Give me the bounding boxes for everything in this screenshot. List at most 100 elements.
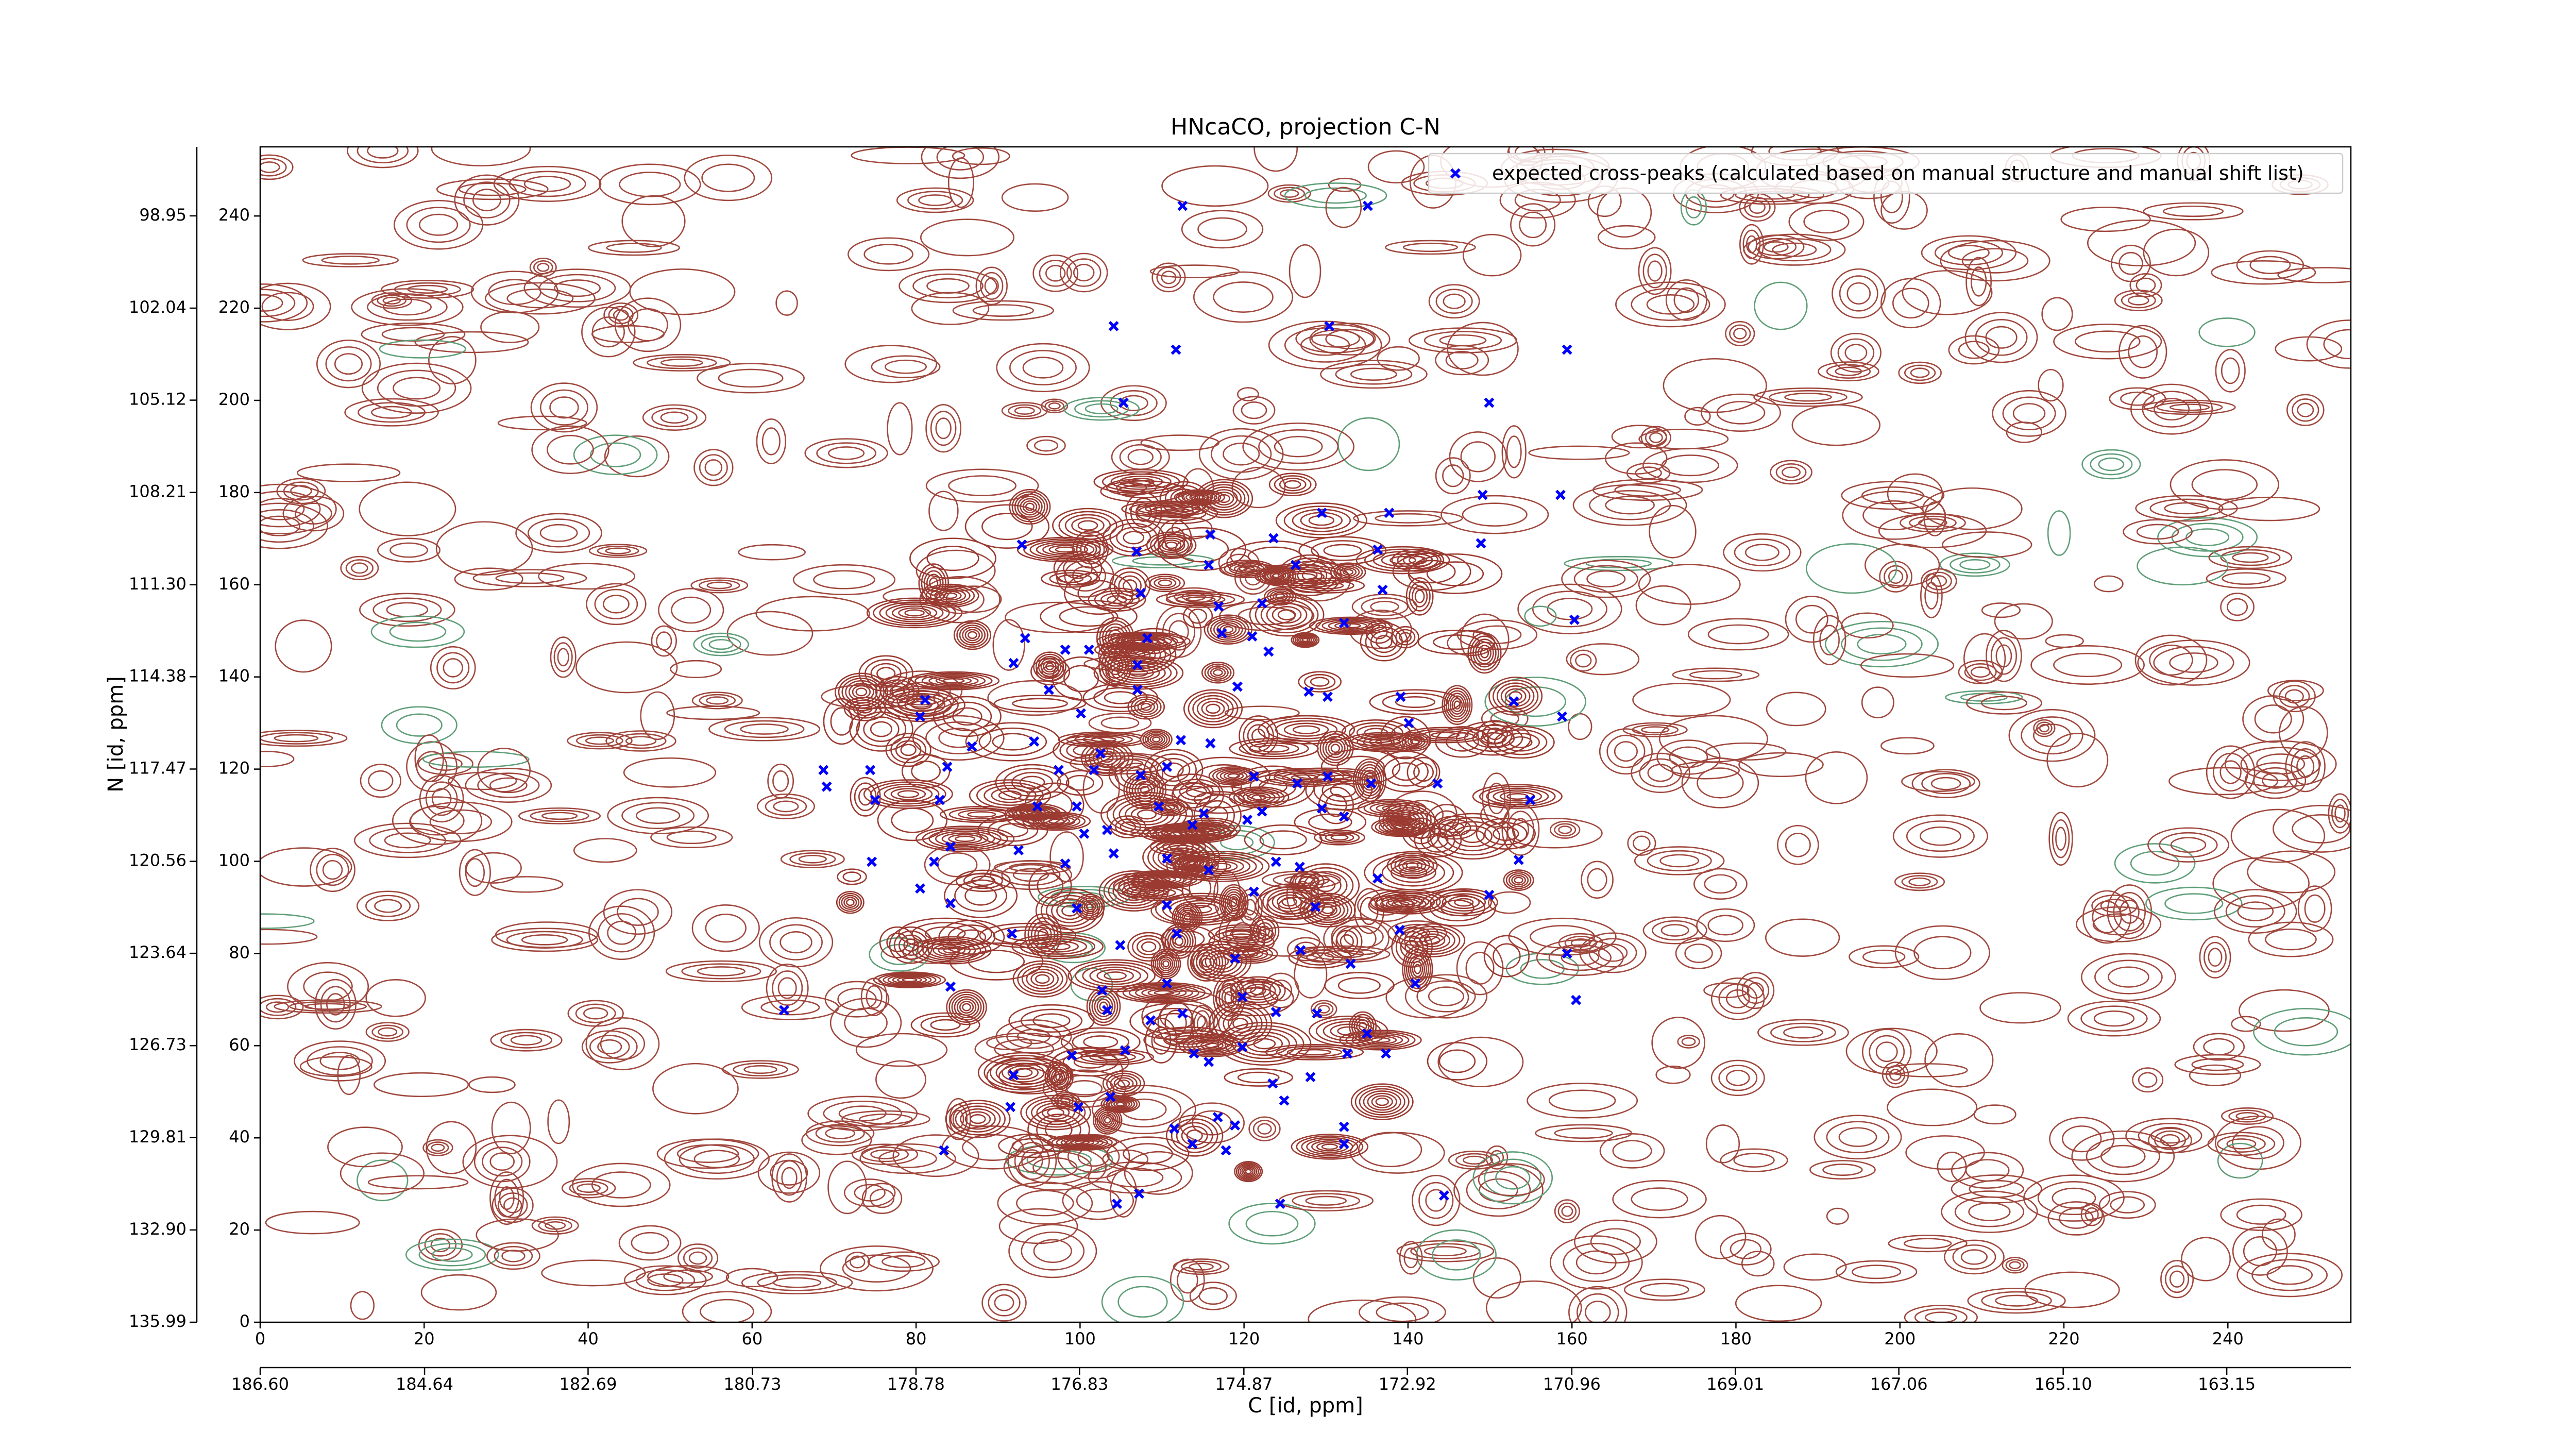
contour (1268, 473, 1317, 497)
contour (1041, 1105, 1070, 1120)
contour (1805, 751, 1868, 804)
contour (1753, 387, 1863, 407)
contour (1585, 1301, 1611, 1322)
contour (1210, 618, 1246, 641)
contour (1433, 634, 1480, 650)
contour (260, 294, 283, 312)
y2-tick-label: 129.81 (129, 1127, 187, 1147)
contour (1223, 442, 1260, 466)
contour (1243, 719, 1274, 752)
contour (1334, 621, 1368, 630)
contour (1730, 1239, 1762, 1259)
contour (427, 1141, 449, 1154)
contour (837, 988, 877, 1010)
contour (1350, 1083, 1414, 1120)
contour (2156, 401, 2223, 413)
contour (863, 244, 913, 265)
contour (1062, 1051, 1119, 1073)
contour (1082, 964, 1148, 988)
point (1569, 614, 1580, 625)
contour (486, 1242, 540, 1270)
contour (1785, 832, 1811, 857)
contour (1775, 463, 1807, 481)
contour (577, 1183, 601, 1193)
contour (1882, 1062, 1909, 1088)
contour (1528, 445, 1630, 460)
contour (1266, 891, 1325, 920)
contour (1309, 1015, 1388, 1047)
contour (1149, 735, 1163, 744)
contour (360, 764, 402, 798)
point (1053, 765, 1064, 776)
contour (1554, 1127, 1613, 1139)
contour (1104, 1117, 1111, 1124)
contour (1639, 758, 1682, 788)
point (1177, 1008, 1188, 1019)
contour (424, 1233, 457, 1257)
contour (1153, 1029, 1225, 1051)
contour (969, 779, 1052, 812)
contour (581, 1030, 638, 1064)
contour (2060, 207, 2151, 232)
contour (1277, 554, 1342, 597)
contour (608, 306, 634, 325)
contour (1561, 560, 1651, 598)
contour (769, 924, 823, 961)
contour (856, 711, 907, 747)
contour (1444, 687, 1471, 722)
contour (1224, 991, 1234, 1005)
contour (2108, 966, 2149, 988)
x2-tick-label: 169.01 (1706, 1374, 1764, 1394)
contour (941, 832, 989, 846)
contour (1484, 1158, 1542, 1197)
point (1263, 646, 1274, 657)
contour (1314, 1002, 1334, 1016)
contour (660, 411, 689, 424)
point (1279, 1095, 1290, 1106)
contour (1224, 1025, 1304, 1063)
contour (1412, 961, 1423, 978)
contour (978, 727, 1047, 756)
contour (1849, 945, 1920, 969)
contour (1729, 324, 1751, 343)
x-axis-label: C [id, ppm] (1248, 1394, 1363, 1418)
contour (885, 603, 944, 622)
contour (1586, 570, 1626, 588)
contour (1323, 1021, 1374, 1041)
contour (1239, 566, 1255, 572)
contour (1942, 531, 2032, 558)
contour (1639, 1283, 1689, 1297)
contour (1066, 258, 1101, 287)
contour (2039, 723, 2049, 733)
contour (1126, 773, 1164, 807)
y2-tick-label: 114.38 (129, 666, 187, 685)
contour (431, 1143, 445, 1152)
contour (2081, 449, 2141, 480)
contour (2286, 394, 2325, 426)
contour (1007, 1065, 1039, 1080)
contour (1958, 341, 1990, 359)
contour (1207, 665, 1229, 680)
contour (1022, 357, 1064, 379)
contour (1191, 940, 1252, 983)
contour (900, 744, 917, 756)
contour (757, 1274, 837, 1291)
contour (1322, 736, 1349, 761)
contour (945, 1100, 1011, 1139)
contour (518, 807, 601, 824)
contour (1233, 564, 1260, 574)
contour (1826, 364, 1871, 379)
contour (1213, 669, 1223, 677)
contour (1297, 867, 1354, 904)
contour (984, 785, 1037, 806)
contour (656, 631, 672, 651)
x2-tick-label: 182.69 (559, 1374, 617, 1394)
contour (781, 1167, 798, 1189)
contour (1276, 894, 1302, 909)
point (1115, 940, 1126, 951)
contour (2130, 383, 2213, 435)
contour (1063, 397, 1140, 421)
contour (1129, 669, 1148, 677)
contour (1176, 1122, 1213, 1150)
